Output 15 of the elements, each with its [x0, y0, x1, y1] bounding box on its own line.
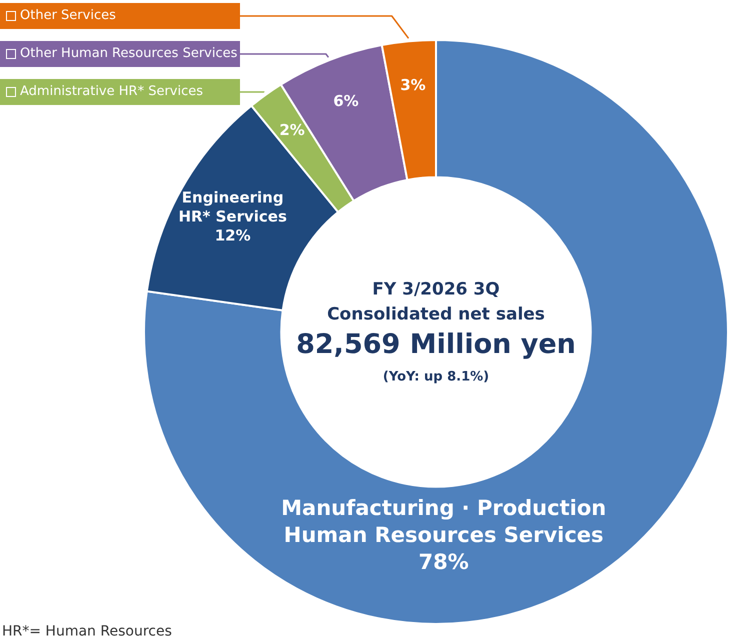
data-label: 2%: [279, 121, 305, 140]
text: (YoY: up 8.1%): [382, 369, 490, 384]
text: 82,569 Million yen: [296, 329, 576, 360]
data-label: 12%: [214, 226, 251, 244]
legend-label: Administrative HR* Services: [20, 84, 204, 100]
data-label: 78%: [418, 550, 469, 574]
text: FY 3/2026 3Q: [372, 279, 500, 300]
text: Consolidated net sales: [327, 304, 545, 324]
legend-label: Other Services: [20, 8, 116, 24]
slice-label: Engineering HR* Services: [178, 188, 287, 226]
data-label: 6%: [333, 92, 359, 110]
data-label: 3%: [400, 76, 426, 94]
legend-label: Other Human Resources Services: [20, 46, 238, 62]
slice-label: Manufacturing · Production Human Resources Services: [281, 496, 606, 547]
text: HR*= Human Resources: [2, 624, 172, 640]
